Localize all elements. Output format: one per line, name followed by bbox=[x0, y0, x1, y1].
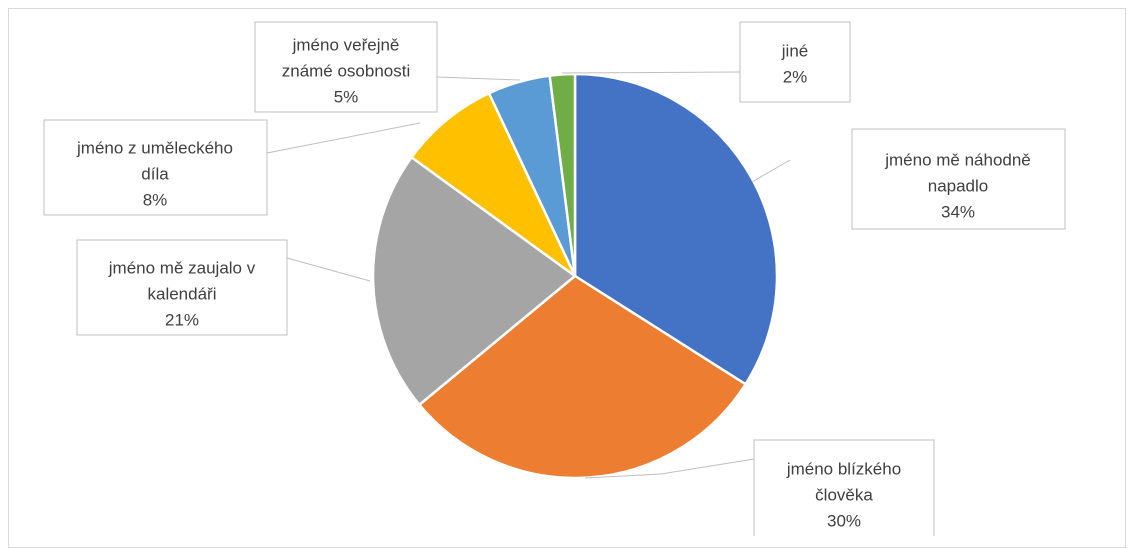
leader-line bbox=[751, 159, 791, 183]
data-label-value: 21% bbox=[165, 310, 199, 329]
pie-slice-6 bbox=[548, 72, 577, 277]
data-label-value: 5% bbox=[334, 87, 359, 106]
data-label-category: kalendáři bbox=[148, 284, 217, 303]
data-label-category: jméno z uměleckého bbox=[76, 138, 233, 157]
leader-line bbox=[436, 76, 521, 81]
data-labels: jméno mě náhodně napadlo 34% jméno blízkého… bbox=[43, 21, 1066, 536]
data-label-2: jméno blízkého člověka 30% bbox=[584, 439, 935, 536]
pie-chart: jméno mě náhodně napadlo 34% jméno blízkého… bbox=[43, 21, 1066, 536]
data-label-3: jméno mě zaujalo v kalendáři 21% bbox=[76, 239, 371, 336]
data-label-value: 2% bbox=[783, 67, 808, 86]
pie-slice-3 bbox=[371, 155, 578, 407]
data-label-6: jiné 2% bbox=[561, 21, 851, 103]
data-label-category: jméno mě náhodně bbox=[884, 150, 1031, 169]
data-label-category: člověka bbox=[815, 485, 873, 504]
data-label-box bbox=[43, 119, 268, 216]
data-label-5: jméno veřejně známé osobnosti 5% bbox=[254, 21, 521, 113]
pie-slice-4 bbox=[409, 91, 577, 278]
data-label-category: napadlo bbox=[928, 176, 989, 195]
data-label-value: 34% bbox=[941, 202, 975, 221]
data-label-box bbox=[851, 128, 1066, 230]
data-label-4: jméno z uměleckého díla 8% bbox=[43, 119, 421, 216]
data-label-box bbox=[254, 21, 438, 113]
data-label-category: jméno mě zaujalo v bbox=[108, 258, 256, 277]
leader-line bbox=[266, 122, 421, 154]
data-label-1: jméno mě náhodně napadlo 34% bbox=[751, 128, 1066, 230]
data-label-box bbox=[753, 439, 935, 536]
data-label-box bbox=[739, 21, 851, 103]
data-label-category: známé osobnosti bbox=[282, 61, 411, 80]
data-label-category: díla bbox=[141, 164, 169, 183]
leader-line bbox=[584, 458, 755, 479]
data-label-value: 8% bbox=[143, 190, 168, 209]
data-label-category: jméno veřejně bbox=[292, 35, 400, 54]
data-label-value: 30% bbox=[827, 511, 861, 530]
data-label-category: jméno blízkého bbox=[786, 459, 901, 478]
data-label-category: jiné bbox=[781, 41, 808, 60]
leader-line bbox=[561, 71, 741, 74]
data-label-box bbox=[76, 239, 288, 336]
pie-slices bbox=[371, 72, 779, 480]
leader-line bbox=[286, 257, 371, 282]
